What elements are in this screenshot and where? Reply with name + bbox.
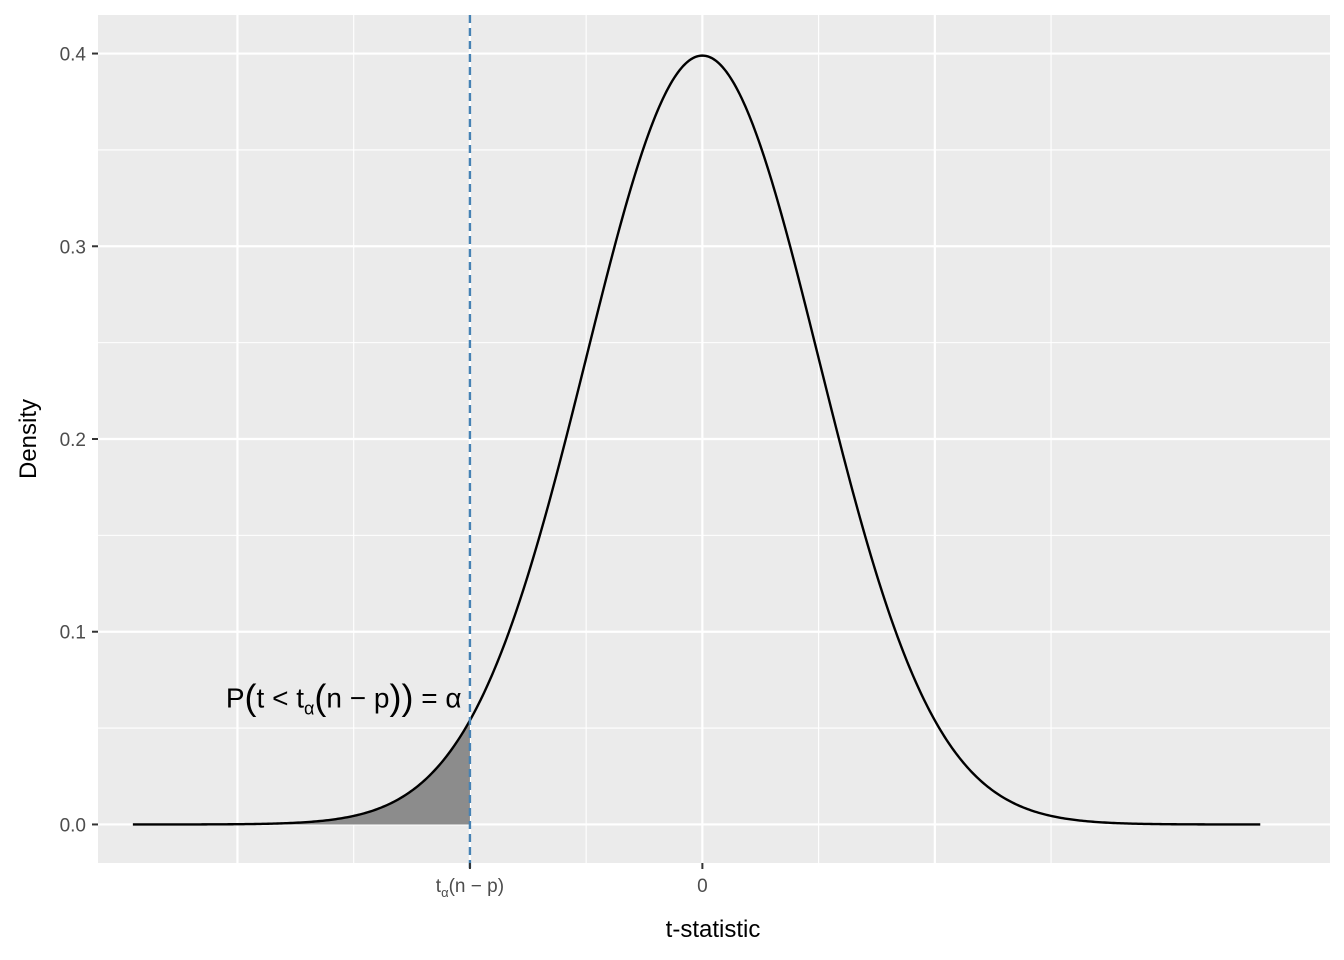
annotation-subscript: α (304, 698, 314, 718)
x-axis-ticks: tα(n − p) 0 (436, 863, 708, 900)
annotation-paren-close: ) (401, 676, 413, 717)
x-tick-label: tα(n − p) (436, 876, 504, 900)
shaded-tail-area (132, 720, 470, 825)
y-tick-label: 0.0 (60, 815, 86, 836)
x-axis-title: t-statistic (666, 916, 761, 943)
probability-annotation: P(t < tα(n − p)) = α (226, 676, 462, 718)
annotation-rhs: = α (413, 682, 461, 713)
annotation-lhs: t < t (257, 682, 305, 713)
annotation-p: P (226, 682, 245, 713)
annotation-df: n − p (326, 682, 389, 713)
annotation-inner-close: ) (389, 676, 401, 717)
y-axis-ticks: 0.0 0.1 0.2 0.3 0.4 (60, 45, 98, 836)
y-axis-title: Density (15, 399, 42, 479)
y-tick-label: 0.2 (60, 430, 86, 451)
annotation-inner-open: ( (314, 676, 326, 717)
y-tick-label: 0.1 (60, 623, 86, 644)
annotation-paren-open: ( (245, 676, 257, 717)
y-tick-label: 0.4 (60, 45, 87, 66)
density-curve (132, 54, 1261, 826)
y-tick-label: 0.3 (60, 237, 86, 258)
x-tick-label: 0 (697, 876, 708, 897)
